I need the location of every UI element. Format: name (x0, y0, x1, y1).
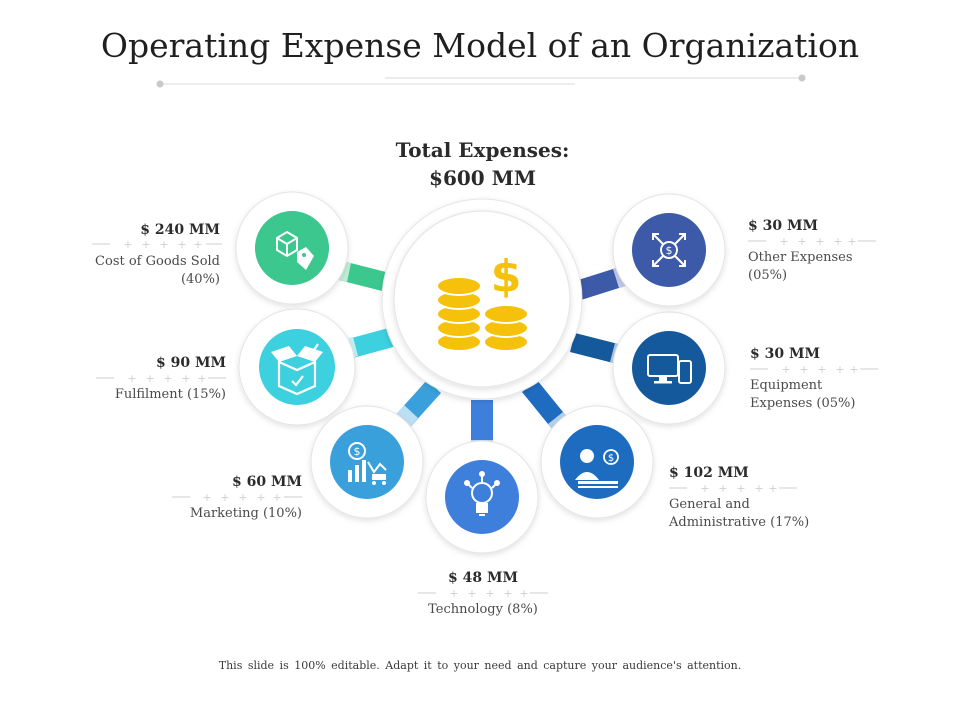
label-ga: $ 102 MM General and Administrative (17%… (669, 464, 829, 532)
label-fulfilment: $ 90 MM Fulfilment (15%) (60, 354, 226, 404)
name-equipment: Equipment Expenses (05%) (750, 378, 856, 411)
svg-text:+: + (754, 482, 763, 495)
name-ga: General and Administrative (17%) (669, 497, 810, 530)
amount-technology: $ 48 MM (448, 570, 518, 586)
svg-text:$: $ (608, 453, 614, 464)
svg-text:+: + (833, 235, 842, 248)
name-marketing: Marketing (10%) (189, 506, 302, 521)
svg-text:$: $ (354, 445, 361, 458)
amount-fulfilment: $ 90 MM (156, 355, 226, 371)
svg-text:+: + (127, 372, 136, 385)
amount-ga: $ 102 MM (669, 465, 749, 481)
svg-text:$: $ (491, 251, 522, 302)
box-tag-icon (276, 230, 314, 270)
title-divider (156, 74, 806, 88)
svg-text:+: + (181, 372, 190, 385)
name-technology: Technology (8%) (428, 602, 538, 617)
svg-text:+: + (485, 587, 494, 600)
svg-text:+: + (220, 491, 229, 504)
name-cogs: Cost of Goods Sold (40%) (95, 254, 220, 287)
administrator-icon: $ (575, 449, 619, 488)
name-fulfilment: Fulfilment (15%) (114, 387, 226, 402)
svg-text:+: + (141, 238, 150, 251)
open-box-icon (271, 343, 323, 396)
node-technology (425, 440, 539, 554)
amount-other: $ 30 MM (748, 218, 818, 234)
svg-text:+: + (815, 235, 824, 248)
svg-text:+: + (817, 363, 826, 376)
label-other: $ 30 MM Other Expenses (05%) (748, 217, 878, 285)
amount-cogs: $ 240 MM (140, 222, 220, 238)
svg-text:+: + (797, 235, 806, 248)
node-fulfilment (238, 308, 356, 426)
total-expenses-value: $600 MM (429, 166, 536, 190)
svg-text:+: + (779, 235, 788, 248)
svg-text:+: + (197, 372, 206, 385)
total-expenses-label: Total Expenses: (395, 138, 570, 162)
amount-marketing: $ 60 MM (232, 474, 302, 490)
svg-text:+: + (718, 482, 727, 495)
svg-text:+: + (467, 587, 476, 600)
label-technology: $ 48 MM Technology (8%) (400, 569, 566, 619)
slide-title: Operating Expense Model of an Organizati… (100, 26, 860, 65)
svg-text:+: + (768, 482, 777, 495)
node-equipment (612, 311, 726, 425)
label-dividers: + + + + + + + + + + + + + + + + + + + + + + + + + + + + + + (92, 235, 878, 600)
node-cogs (235, 191, 349, 305)
svg-text:+: + (193, 238, 202, 251)
svg-text:+: + (238, 491, 247, 504)
marketing-chart-icon: $ (348, 442, 387, 485)
lightbulb-icon (464, 471, 500, 516)
svg-text:+: + (159, 238, 168, 251)
svg-text:+: + (145, 372, 154, 385)
svg-text:+: + (449, 587, 458, 600)
coins-dollar-icon: $ (436, 251, 529, 352)
computer-devices-icon (647, 354, 692, 384)
svg-text:+: + (123, 238, 132, 251)
svg-text:+: + (700, 482, 709, 495)
total-expenses: Total Expenses: $600 MM (340, 136, 625, 192)
svg-text:+: + (177, 238, 186, 251)
svg-text:+: + (849, 363, 858, 376)
svg-text:+: + (799, 363, 808, 376)
node-ga: $ (540, 405, 654, 519)
svg-text:+: + (736, 482, 745, 495)
node-other: $ (612, 193, 726, 307)
footer-note: This slide is 100% editable. Adapt it to… (218, 659, 742, 672)
label-cogs: $ 240 MM Cost of Goods Sold (40%) (60, 221, 220, 289)
svg-text:+: + (503, 587, 512, 600)
svg-text:+: + (847, 235, 856, 248)
node-marketing: $ (310, 405, 424, 519)
dollar-arrows-icon (652, 233, 686, 267)
svg-text:+: + (202, 491, 211, 504)
center-circle (381, 198, 583, 400)
svg-text:+: + (272, 491, 281, 504)
amount-equipment: $ 30 MM (750, 346, 820, 362)
dollar-sign-glyph: $ (666, 244, 673, 257)
svg-text:+: + (835, 363, 844, 376)
svg-text:+: + (781, 363, 790, 376)
label-equipment: $ 30 MM Equipment Expenses (05%) (750, 345, 880, 413)
svg-text:+: + (519, 587, 528, 600)
svg-text:+: + (163, 372, 172, 385)
name-other: Other Expenses (05%) (748, 250, 853, 283)
svg-text:+: + (256, 491, 265, 504)
label-marketing: $ 60 MM Marketing (10%) (140, 473, 302, 523)
